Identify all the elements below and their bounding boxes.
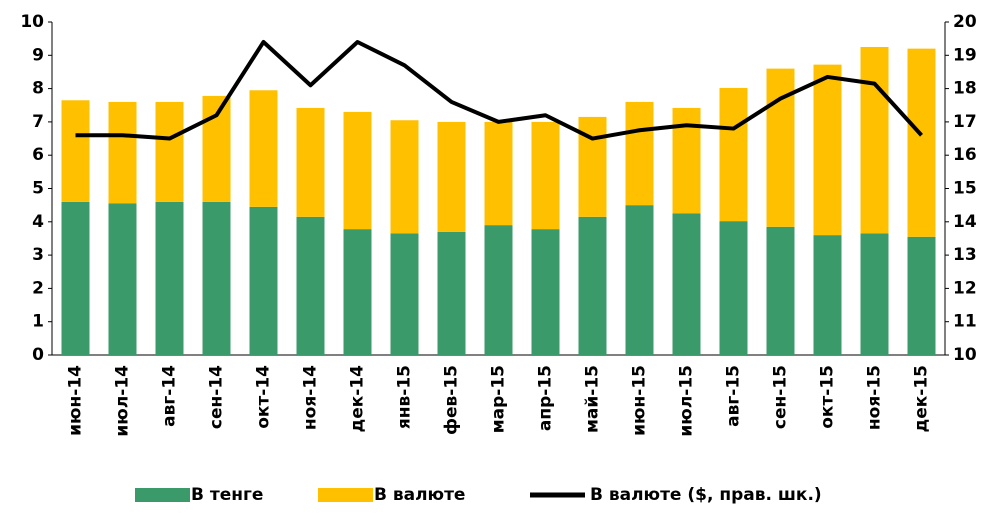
y-tick-label: 5 <box>32 179 44 199</box>
bar <box>531 121 560 230</box>
bar <box>625 101 654 206</box>
bar <box>719 221 748 355</box>
y2-tick-label: 17 <box>953 112 977 132</box>
bar <box>108 101 137 204</box>
legend-label: В тенге <box>191 485 263 505</box>
y-tick-label: 3 <box>32 245 44 265</box>
y-tick-label: 9 <box>32 45 44 65</box>
bar <box>155 101 184 202</box>
bar <box>343 229 372 355</box>
legend-swatch <box>135 488 190 502</box>
bar <box>766 226 795 355</box>
y2-tick-label: 15 <box>953 179 977 199</box>
y2-tick-label: 16 <box>953 145 977 165</box>
legend-label: В валюте <box>374 485 465 505</box>
x-tick-label: июл-15 <box>677 365 697 437</box>
x-tick-label: июл-14 <box>113 365 133 437</box>
bar <box>907 48 936 237</box>
y2-tick-label: 10 <box>953 345 977 365</box>
x-tick-label: окт-15 <box>818 365 838 429</box>
bar <box>343 111 372 230</box>
x-tick-label: авг-14 <box>160 365 180 427</box>
y2-tick-label: 12 <box>953 278 977 298</box>
y-tick-label: 10 <box>20 12 44 32</box>
bar <box>484 225 513 355</box>
x-tick-label: окт-14 <box>254 365 274 429</box>
y2-tick-label: 18 <box>953 79 977 99</box>
bar <box>249 206 278 355</box>
x-tick-label: мар-15 <box>489 365 509 433</box>
y-tick-label: 4 <box>32 212 44 232</box>
legend-swatch <box>318 488 373 502</box>
bar <box>907 236 936 355</box>
y2-tick-label: 11 <box>953 312 977 332</box>
y-tick-label: 6 <box>32 145 44 165</box>
bar <box>578 216 607 355</box>
x-tick-label: дек-14 <box>348 365 368 433</box>
y-tick-label: 1 <box>32 312 44 332</box>
bar <box>813 64 842 236</box>
x-tick-label: июн-14 <box>66 365 86 436</box>
bar <box>249 90 278 207</box>
x-tick-label: июн-15 <box>630 365 650 436</box>
line <box>75 39 923 141</box>
legend-label: В валюте ($, прав. шк.) <box>590 485 822 505</box>
y-tick-label: 7 <box>32 112 44 132</box>
x-tick-label: ноя-14 <box>301 365 321 430</box>
y-tick-label: 0 <box>32 345 44 365</box>
x-tick-label: апр-15 <box>536 365 556 431</box>
bar <box>813 235 842 355</box>
bar <box>296 107 325 217</box>
bar <box>61 201 90 355</box>
bar <box>484 121 513 226</box>
y2-tick-label: 20 <box>953 12 977 32</box>
bar <box>860 233 889 355</box>
y2-tick-label: 13 <box>953 245 977 265</box>
x-tick-label: ноя-15 <box>865 365 885 430</box>
bar <box>719 87 748 222</box>
bar <box>860 46 889 234</box>
bar <box>437 121 466 232</box>
x-tick-label: авг-15 <box>724 365 744 427</box>
bar <box>155 201 184 355</box>
bar <box>390 120 419 234</box>
y2-tick-label: 19 <box>953 45 977 65</box>
y-tick-label: 8 <box>32 79 44 99</box>
bar <box>531 229 560 355</box>
x-tick-label: май-15 <box>583 365 603 433</box>
bar <box>390 233 419 355</box>
y2-tick-label: 14 <box>953 212 977 232</box>
bar <box>296 216 325 355</box>
x-tick-label: янв-15 <box>395 365 415 429</box>
x-tick-label: дек-15 <box>912 365 932 433</box>
y-tick-label: 2 <box>32 278 44 298</box>
bar <box>108 203 137 355</box>
bar <box>437 231 466 355</box>
bar <box>202 201 231 355</box>
bar <box>61 100 90 202</box>
bar <box>672 213 701 355</box>
bar <box>625 205 654 355</box>
x-tick-label: сен-15 <box>771 365 791 429</box>
x-tick-label: сен-14 <box>207 365 227 429</box>
x-tick-label: фев-15 <box>442 365 462 435</box>
